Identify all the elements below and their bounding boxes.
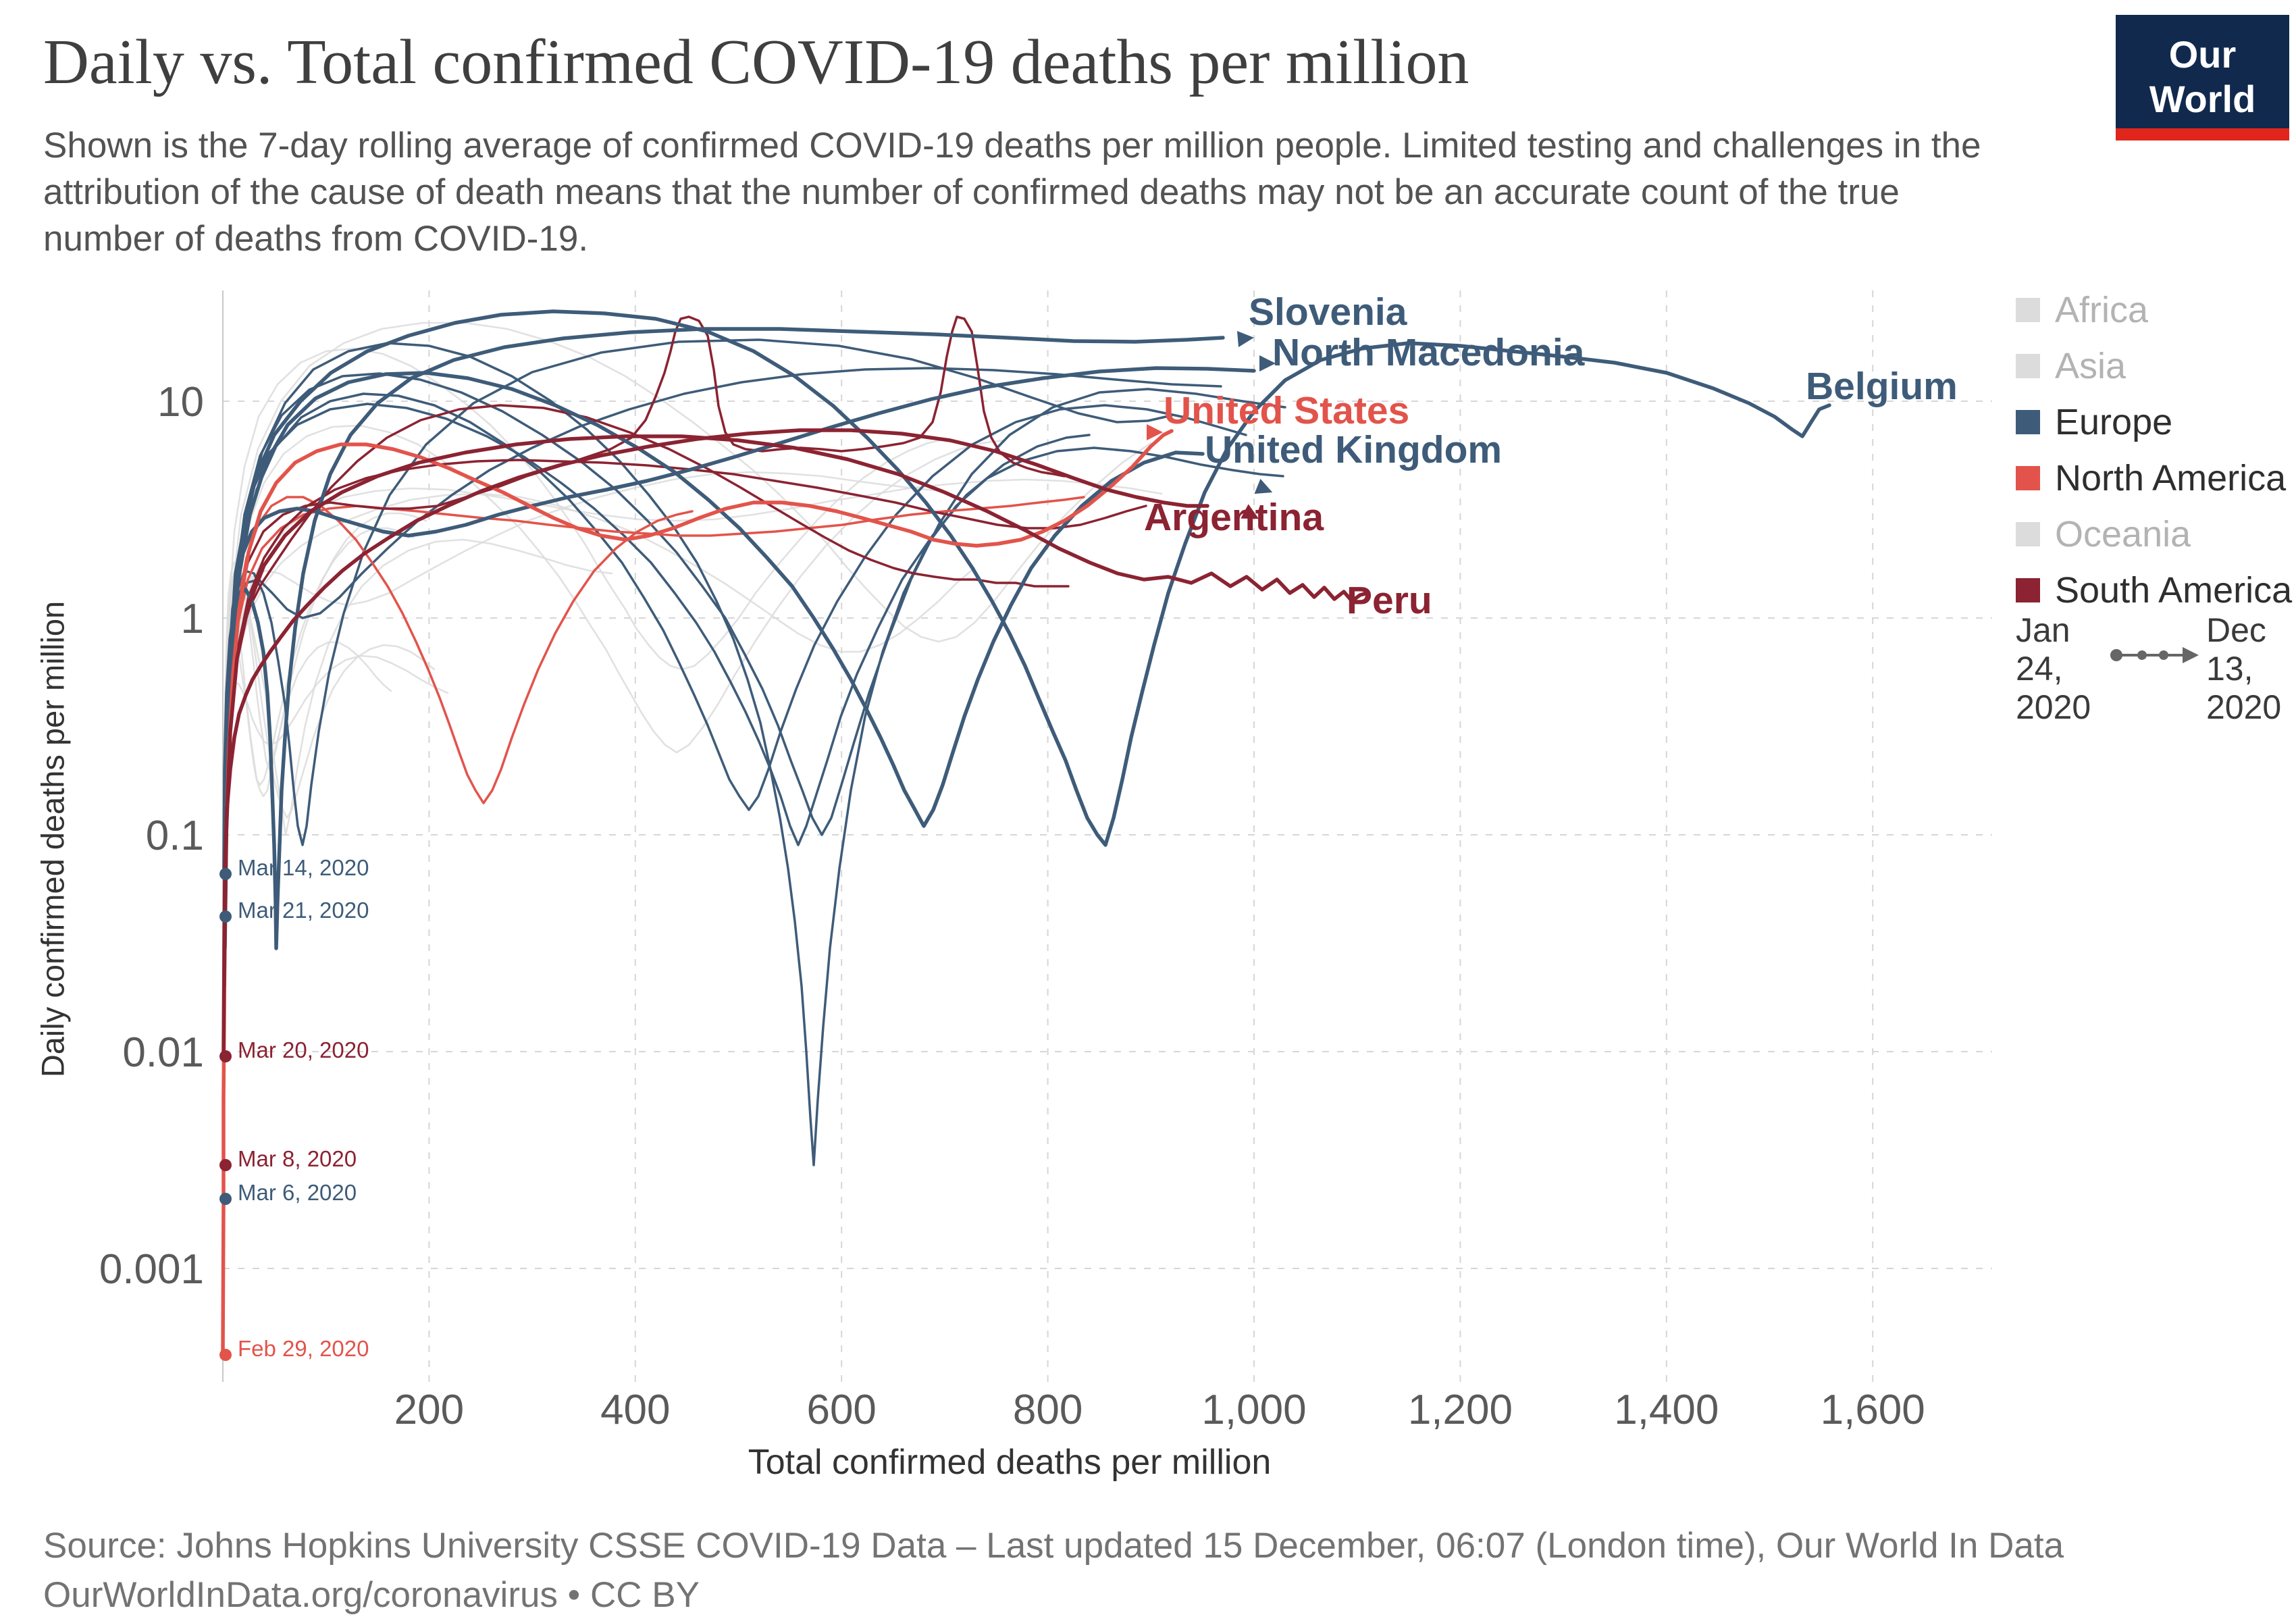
legend: Africa Asia Europe North America Oceania Sout… — [2016, 289, 2293, 625]
timeline-control: Jan 24, 2020 Dec 13, 2020 — [2016, 611, 2293, 727]
country-label-slovenia[interactable]: Slovenia — [1249, 290, 1408, 334]
date-annotation-label: Mar 8, 2020 — [238, 1146, 357, 1171]
series-background-line-10[interactable] — [222, 478, 1163, 1053]
legend-item-europe[interactable]: Europe — [2016, 401, 2293, 443]
series-peru[interactable] — [222, 434, 1369, 988]
x-tick-label: 1,200 — [1408, 1387, 1513, 1433]
series-background-line-7[interactable] — [224, 347, 948, 771]
x-tick-label: 1,000 — [1201, 1387, 1306, 1433]
series-background-line-6[interactable] — [225, 321, 1152, 733]
timeline-start-label[interactable]: Jan 24, 2020 — [2016, 611, 2091, 726]
legend-swatch-north-america — [2016, 466, 2040, 490]
date-annotation-dot — [219, 1349, 232, 1361]
country-label-peru[interactable]: Peru — [1347, 579, 1432, 622]
legend-item-africa[interactable]: Africa — [2016, 289, 2293, 331]
country-label-north-macedonia[interactable]: North Macedonia — [1272, 331, 1586, 374]
date-annotation-label: Mar 6, 2020 — [238, 1180, 357, 1205]
line-end-arrow-icon — [1259, 355, 1276, 371]
legend-label: Europe — [2055, 402, 2173, 442]
x-axis-title: Total confirmed deaths per million — [748, 1443, 1272, 1482]
page-title: Daily vs. Total confirmed COVID-19 death… — [43, 27, 1469, 97]
country-label-belgium[interactable]: Belgium — [1806, 365, 1958, 408]
legend-item-asia[interactable]: Asia — [2016, 345, 2293, 387]
legend-swatch-south-america — [2016, 578, 2040, 602]
line-end-arrow-icon — [1254, 478, 1273, 494]
date-annotation-label: Feb 29, 2020 — [238, 1336, 369, 1361]
series-europe-line-4[interactable] — [224, 403, 1091, 846]
series-background-line-5[interactable] — [221, 492, 976, 1166]
owid-logo[interactable]: Our World in Data — [2116, 15, 2289, 165]
owid-logo-line1: Our World — [2149, 33, 2256, 121]
line-end-arrow-icon — [1147, 424, 1163, 440]
y-tick-label: 1 — [181, 596, 204, 642]
legend-swatch-oceania — [2016, 522, 2040, 546]
line-end-arrow-icon — [1236, 331, 1254, 347]
license-line[interactable]: OurWorldInData.org/coronavirus • CC BY — [43, 1575, 700, 1616]
legend-swatch-africa — [2016, 298, 2040, 322]
x-tick-label: 800 — [1013, 1387, 1082, 1433]
source-line: Source: Johns Hopkins University CSSE CO… — [43, 1526, 2064, 1566]
legend-swatch-asia — [2016, 354, 2040, 378]
x-tick-label: 200 — [394, 1387, 464, 1433]
timeline-end-label[interactable]: Dec 13, 2020 — [2206, 611, 2282, 726]
date-annotation-label: Mar 21, 2020 — [238, 898, 369, 923]
series-north-macedonia[interactable] — [223, 366, 1256, 798]
legend-label: Asia — [2055, 346, 2127, 386]
date-annotation-label: Mar 14, 2020 — [238, 855, 369, 880]
timeline-arrow-icon[interactable] — [2107, 638, 2201, 672]
series-background-line-2[interactable] — [222, 471, 943, 987]
series-europe-line-2[interactable] — [224, 372, 1286, 857]
country-label-united-kingdom[interactable]: United Kingdom — [1205, 428, 1502, 471]
x-tick-label: 1,400 — [1614, 1387, 1719, 1433]
series-europe-line-1[interactable] — [225, 342, 1284, 1166]
date-annotation-dot — [219, 868, 232, 880]
legend-item-south-america[interactable]: South America — [2016, 569, 2293, 611]
y-tick-label: 10 — [157, 379, 204, 426]
date-annotation-dot — [219, 910, 232, 923]
legend-swatch-europe — [2016, 410, 2040, 434]
y-axis-title: Daily confirmed deaths per million — [34, 600, 71, 1078]
series-south-america-line-3[interactable] — [223, 404, 1070, 950]
y-tick-label: 0.01 — [122, 1029, 204, 1076]
date-annotation-dot — [219, 1050, 232, 1062]
y-tick-label: 0.1 — [146, 813, 204, 859]
legend-label: Oceania — [2055, 514, 2191, 555]
series-europe-line-5[interactable] — [224, 367, 1222, 819]
legend-item-oceania[interactable]: Oceania — [2016, 513, 2293, 555]
x-tick-label: 600 — [806, 1387, 876, 1433]
date-annotation-label: Mar 20, 2020 — [238, 1037, 369, 1062]
series-united-kingdom[interactable] — [223, 371, 1205, 923]
series-argentina[interactable] — [221, 428, 1209, 1054]
series-belgium[interactable] — [223, 309, 1831, 950]
legend-label: South America — [2055, 570, 2293, 611]
y-tick-label: 0.001 — [99, 1246, 204, 1293]
legend-item-north-america[interactable]: North America — [2016, 457, 2293, 499]
legend-items: Africa Asia Europe North America Oceania Sout… — [2016, 289, 2293, 611]
footer: Source: Johns Hopkins University CSSE CO… — [43, 1521, 2064, 1620]
legend-label: North America — [2055, 458, 2287, 498]
x-tick-label: 1,600 — [1821, 1387, 1925, 1433]
series-south-america-line-1[interactable] — [224, 315, 1066, 857]
owid-logo-red-bar — [2116, 128, 2289, 140]
line-end-arrow-icon — [1241, 504, 1259, 519]
series-north-america-line-2[interactable] — [222, 496, 694, 1118]
date-annotation-dot — [219, 1159, 232, 1171]
series-background-line-3[interactable] — [221, 654, 449, 1204]
x-tick-label: 400 — [600, 1387, 670, 1433]
legend-label: Africa — [2055, 290, 2149, 330]
country-label-argentina[interactable]: Argentina — [1144, 496, 1324, 539]
page-subtitle: Shown is the 7-day rolling average of co… — [43, 126, 1981, 259]
date-annotation-dot — [219, 1193, 232, 1205]
series-united-states[interactable] — [221, 429, 1174, 1357]
country-label-united-states[interactable]: United States — [1164, 389, 1409, 432]
